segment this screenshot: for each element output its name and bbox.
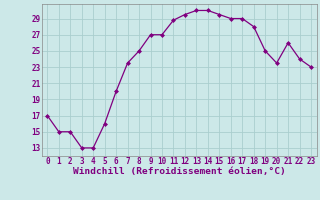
- X-axis label: Windchill (Refroidissement éolien,°C): Windchill (Refroidissement éolien,°C): [73, 167, 285, 176]
